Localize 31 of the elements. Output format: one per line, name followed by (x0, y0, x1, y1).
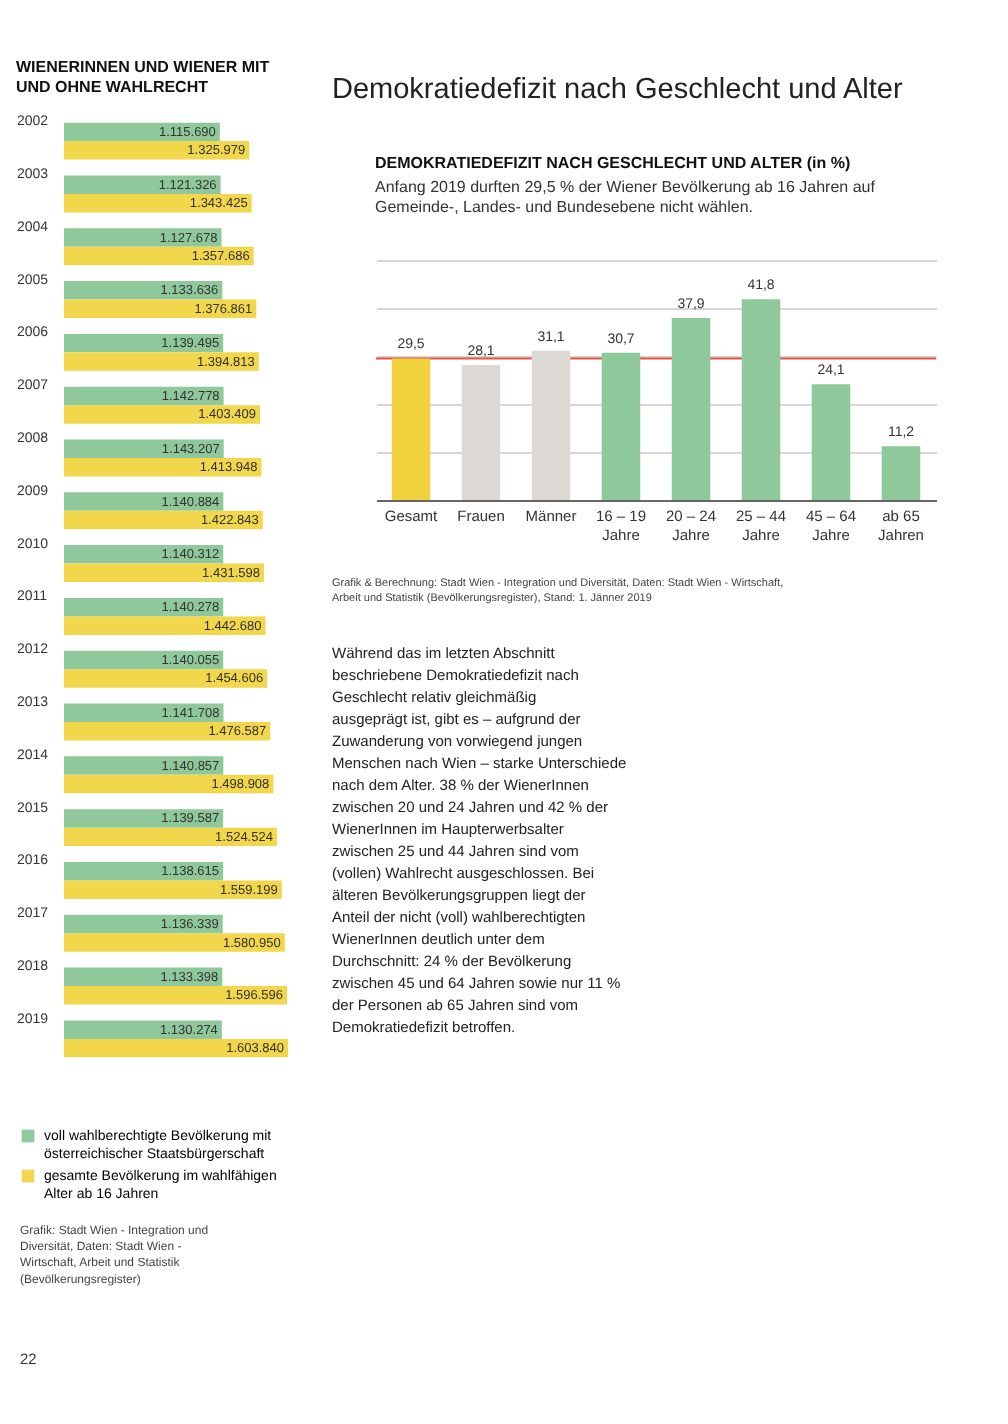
chart-title: DEMOKRATIEDEFIZIT NACH GESCHLECHT UND ALTER (in %) (375, 154, 851, 172)
bar (64, 1038, 288, 1058)
chart-subtitle: Anfang 2019 durften 29,5 % der Wiener Bevölkerung ab 16 Jahren auf Gemeinde-, Landes- und Bundesebene nicht wählen. (375, 178, 877, 216)
bar (64, 809, 224, 828)
bar (391, 358, 431, 500)
bar (64, 352, 259, 371)
chart-title: WIENERINNEN UND WIENER MIT UND OHNE WAHLRECHT (16, 58, 270, 97)
bar (881, 446, 921, 500)
bar (64, 510, 263, 530)
bar (64, 141, 250, 160)
bar (64, 880, 282, 899)
bar (64, 492, 224, 511)
bar (64, 616, 266, 635)
bar (64, 228, 222, 247)
bar (601, 352, 641, 500)
bar (64, 405, 261, 424)
bar (64, 281, 223, 300)
bar (64, 827, 277, 847)
bar (64, 756, 224, 775)
bar (741, 299, 781, 500)
bar (64, 175, 221, 194)
bar (64, 933, 285, 952)
bar (671, 318, 711, 500)
bar (64, 439, 224, 458)
bar (64, 545, 224, 564)
bar (64, 986, 287, 1005)
bar (811, 384, 851, 500)
bar (64, 1020, 222, 1039)
text: Demokratiedefizit nach Geschlecht und Alter (332, 74, 903, 106)
bar (64, 722, 271, 741)
bar (64, 669, 268, 688)
